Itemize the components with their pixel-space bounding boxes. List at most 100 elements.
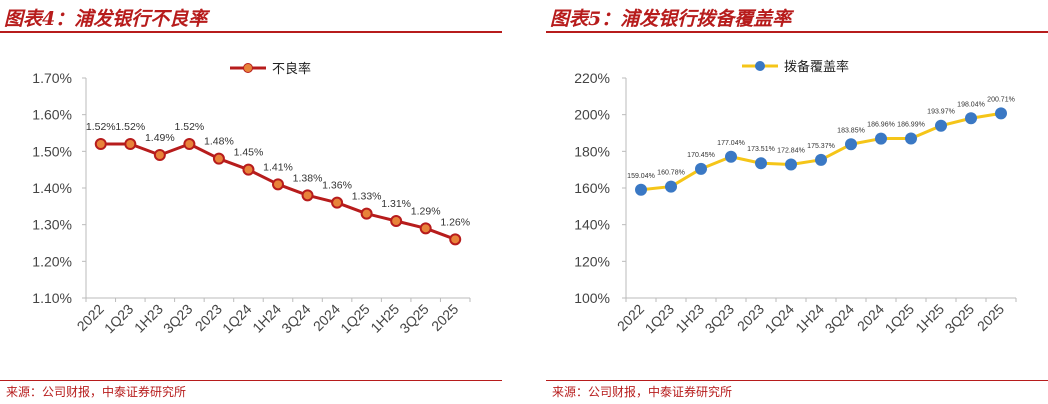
y-tick-label: 120% <box>574 253 610 269</box>
y-tick-label: 180% <box>574 143 610 159</box>
data-point <box>153 149 166 161</box>
data-point <box>449 233 462 246</box>
x-tick-label: 3Q24 <box>278 301 314 337</box>
x-tick-label: 3Q23 <box>702 301 738 337</box>
data-point <box>183 138 196 150</box>
legend: 拨备覆盖率 <box>742 59 849 75</box>
x-tick-label: 2025 <box>428 301 461 334</box>
x-tick-label: 1Q25 <box>882 301 918 337</box>
data-point <box>242 163 255 176</box>
data-point <box>995 107 1007 120</box>
y-tick-label: 1.70% <box>32 70 72 86</box>
y-tick-label: 200% <box>574 107 610 123</box>
data-point <box>301 189 314 202</box>
x-tick-label: 3Q24 <box>822 301 858 337</box>
y-tick-label: 1.40% <box>32 180 72 196</box>
data-label: 193.97% <box>927 109 955 116</box>
y-tick-label: 140% <box>574 217 610 233</box>
data-label: 1.26% <box>440 216 470 228</box>
data-point <box>419 222 432 235</box>
data-point <box>124 138 137 150</box>
y-tick-label: 160% <box>574 180 610 196</box>
data-point <box>360 207 373 220</box>
data-point <box>212 152 225 165</box>
data-point <box>905 132 917 145</box>
data-point <box>635 183 647 196</box>
x-tick-label: 1Q25 <box>337 301 373 337</box>
x-tick-label: 2023 <box>734 301 767 334</box>
data-point <box>665 180 677 193</box>
data-point <box>935 119 947 132</box>
data-label: 159.04% <box>627 173 655 180</box>
data-label: 1.52% <box>86 121 116 133</box>
legend-label: 拨备覆盖率 <box>784 59 849 75</box>
data-point <box>695 162 707 175</box>
data-point <box>725 150 737 163</box>
figure-title: 图表5：浦发银行拨备覆盖率 <box>550 8 792 30</box>
x-tick-label: 2022 <box>614 301 647 334</box>
x-tick-label: 2022 <box>74 301 107 334</box>
data-point <box>815 153 827 166</box>
legend-marker-swatch <box>755 61 765 71</box>
figure-title: 图表4：浦发银行不良率 <box>4 8 208 30</box>
data-label: 183.85% <box>837 127 865 134</box>
x-tick-label: 1H24 <box>249 301 284 336</box>
legend-marker-swatch <box>243 63 253 73</box>
x-tick-label: 1H23 <box>131 301 166 336</box>
data-label: 186.99% <box>897 122 925 129</box>
provision-coverage-panel: 图表5：浦发银行拨备覆盖率 220% 200% 180% 160% 140% 120% 10… <box>546 0 1048 404</box>
data-point <box>845 138 857 151</box>
data-label: 1.52% <box>115 121 145 133</box>
data-label: 172.84% <box>777 147 805 154</box>
y-tick-label: 1.10% <box>32 290 72 306</box>
data-label: 200.71% <box>987 96 1015 103</box>
data-label: 177.04% <box>717 140 745 147</box>
source-note: 来源：公司财报，中泰证券研究所 <box>552 385 733 399</box>
x-tick-label: 1Q24 <box>762 301 798 337</box>
data-point <box>390 215 403 227</box>
x-tick-label: 1H24 <box>792 301 827 336</box>
data-label: 1.36% <box>322 180 352 192</box>
series-line <box>100 142 456 241</box>
x-tick-label: 1Q24 <box>219 301 255 337</box>
data-label: 186.96% <box>867 122 895 129</box>
x-tick-label: 1H23 <box>672 301 707 336</box>
data-label: 1.52% <box>174 121 204 133</box>
x-tick-label: 3Q25 <box>396 301 432 337</box>
data-label: 198.04% <box>957 101 985 108</box>
data-label: 1.38% <box>293 172 323 184</box>
x-tick-label: 2024 <box>854 301 887 334</box>
y-tick-label: 1.30% <box>32 217 72 233</box>
data-label: 1.45% <box>234 147 264 159</box>
legend-label: 不良率 <box>272 61 311 77</box>
data-point <box>272 178 284 191</box>
x-tick-label: 2024 <box>310 301 343 334</box>
data-label: 1.48% <box>204 136 234 148</box>
data-label: 170.45% <box>687 152 715 159</box>
y-tick-label: 100% <box>574 290 610 306</box>
provision-coverage-chart: 220% 200% 180% 160% 140% 120% 100%20221Q231H23… <box>574 59 1017 337</box>
x-tick-label: 1Q23 <box>101 301 137 337</box>
x-tick-label: 2025 <box>974 301 1007 334</box>
title-divider <box>546 31 1048 33</box>
x-tick-label: 3Q23 <box>160 301 196 337</box>
data-point <box>755 157 767 170</box>
x-tick-label: 1H25 <box>367 301 402 336</box>
y-tick-label: 1.60% <box>32 107 72 123</box>
data-label: 1.33% <box>352 191 382 203</box>
npl-ratio-panel: 图表4：浦发银行不良率 1.70% 1.60% 1.50% 1.40% 1.30% 1.2… <box>0 0 502 404</box>
data-label: 175.37% <box>807 143 835 150</box>
title-divider <box>0 31 502 33</box>
data-point <box>331 196 344 209</box>
x-tick-label: 3Q25 <box>942 301 978 337</box>
source-divider <box>0 380 502 381</box>
data-point <box>965 112 977 125</box>
source-divider <box>546 380 1048 381</box>
data-point <box>94 138 107 150</box>
data-point <box>875 132 887 145</box>
data-point <box>785 158 797 171</box>
data-label: 1.49% <box>145 132 175 144</box>
y-tick-label: 1.20% <box>32 253 72 269</box>
source-note: 来源：公司财报，中泰证券研究所 <box>6 385 187 399</box>
legend: 不良率 <box>230 61 311 77</box>
